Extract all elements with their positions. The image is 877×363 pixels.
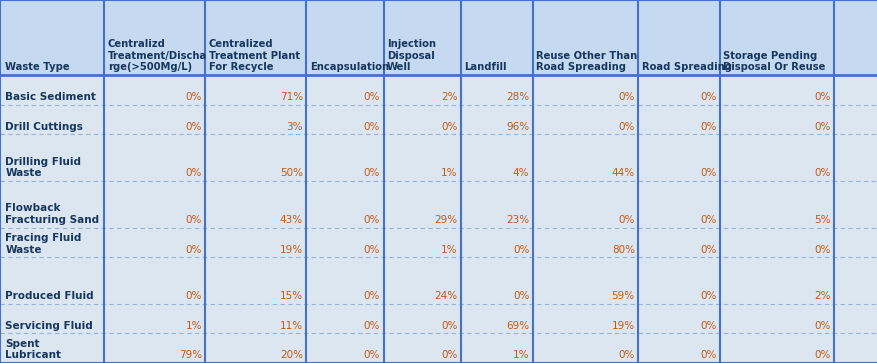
Text: 3%: 3% — [286, 122, 303, 132]
Text: 0%: 0% — [699, 168, 716, 178]
Text: 0%: 0% — [440, 122, 457, 132]
Text: 0%: 0% — [185, 122, 202, 132]
Text: 0%: 0% — [363, 245, 380, 254]
Text: 0%: 0% — [363, 215, 380, 225]
Text: 0%: 0% — [363, 122, 380, 132]
Text: 0%: 0% — [512, 245, 529, 254]
Text: 0%: 0% — [617, 215, 634, 225]
Text: 0%: 0% — [440, 321, 457, 331]
Bar — [0, 333, 877, 363]
Text: 1%: 1% — [185, 321, 202, 331]
Bar — [0, 134, 877, 181]
Bar — [0, 0, 877, 75]
Text: 0%: 0% — [699, 245, 716, 254]
Text: 0%: 0% — [185, 92, 202, 102]
Text: 43%: 43% — [280, 215, 303, 225]
Text: Encapsulation: Encapsulation — [310, 62, 389, 72]
Bar — [0, 75, 877, 105]
Text: 29%: 29% — [434, 215, 457, 225]
Text: 0%: 0% — [363, 350, 380, 360]
Text: 15%: 15% — [280, 291, 303, 301]
Text: Centralized
Treatment Plant
For Recycle: Centralized Treatment Plant For Recycle — [209, 39, 300, 72]
Text: 28%: 28% — [506, 92, 529, 102]
Text: 0%: 0% — [512, 291, 529, 301]
Text: 20%: 20% — [280, 350, 303, 360]
Text: 69%: 69% — [506, 321, 529, 331]
Text: 0%: 0% — [363, 291, 380, 301]
Text: 4%: 4% — [512, 168, 529, 178]
Text: 0%: 0% — [617, 92, 634, 102]
Text: Fracing Fluid
Waste: Fracing Fluid Waste — [5, 233, 82, 254]
Text: 1%: 1% — [440, 168, 457, 178]
Bar — [0, 257, 877, 304]
Text: 0%: 0% — [440, 350, 457, 360]
Text: 11%: 11% — [280, 321, 303, 331]
Text: Servicing Fluid: Servicing Fluid — [5, 321, 93, 331]
Text: 2%: 2% — [440, 92, 457, 102]
Text: Flowback
Fracturing Sand: Flowback Fracturing Sand — [5, 203, 99, 225]
Text: 0%: 0% — [363, 321, 380, 331]
Text: Spent
Lubricant: Spent Lubricant — [5, 339, 61, 360]
Text: Basic Sediment: Basic Sediment — [5, 92, 96, 102]
Text: 96%: 96% — [506, 122, 529, 132]
Text: 5%: 5% — [813, 215, 830, 225]
Text: 0%: 0% — [813, 245, 830, 254]
Text: 0%: 0% — [617, 122, 634, 132]
Text: 23%: 23% — [506, 215, 529, 225]
Text: 0%: 0% — [699, 321, 716, 331]
Text: 0%: 0% — [699, 291, 716, 301]
Text: 0%: 0% — [699, 215, 716, 225]
Bar — [0, 228, 877, 257]
Text: 0%: 0% — [699, 350, 716, 360]
Text: Waste Type: Waste Type — [5, 62, 70, 72]
Text: 1%: 1% — [440, 245, 457, 254]
Text: Road Spreading: Road Spreading — [641, 62, 731, 72]
Text: 80%: 80% — [611, 245, 634, 254]
Text: 1%: 1% — [512, 350, 529, 360]
Text: 0%: 0% — [699, 122, 716, 132]
Text: 0%: 0% — [813, 350, 830, 360]
Text: 0%: 0% — [185, 168, 202, 178]
Text: 0%: 0% — [813, 122, 830, 132]
Bar — [0, 105, 877, 134]
Text: Injection
Disposal
Well: Injection Disposal Well — [387, 39, 436, 72]
Text: 0%: 0% — [813, 321, 830, 331]
Text: Storage Pending
Disposal Or Reuse: Storage Pending Disposal Or Reuse — [723, 50, 825, 72]
Text: Centralizd
Treatment/Discha
rge(>500Mg/L): Centralizd Treatment/Discha rge(>500Mg/L… — [108, 39, 207, 72]
Text: 0%: 0% — [363, 168, 380, 178]
Text: Landfill: Landfill — [464, 62, 506, 72]
Text: 79%: 79% — [179, 350, 202, 360]
Text: 50%: 50% — [280, 168, 303, 178]
Text: 0%: 0% — [813, 92, 830, 102]
Text: 19%: 19% — [280, 245, 303, 254]
Text: 71%: 71% — [280, 92, 303, 102]
Text: Drill Cuttings: Drill Cuttings — [5, 122, 83, 132]
Bar — [0, 181, 877, 228]
Text: 0%: 0% — [185, 245, 202, 254]
Text: 0%: 0% — [363, 92, 380, 102]
Bar — [0, 304, 877, 333]
Text: 0%: 0% — [617, 350, 634, 360]
Text: 44%: 44% — [611, 168, 634, 178]
Text: 0%: 0% — [185, 291, 202, 301]
Text: Reuse Other Than
Road Spreading: Reuse Other Than Road Spreading — [536, 50, 637, 72]
Text: 0%: 0% — [813, 168, 830, 178]
Text: 59%: 59% — [611, 291, 634, 301]
Text: 0%: 0% — [699, 92, 716, 102]
Text: Produced Fluid: Produced Fluid — [5, 291, 94, 301]
Text: Drilling Fluid
Waste: Drilling Fluid Waste — [5, 157, 82, 178]
Text: 2%: 2% — [813, 291, 830, 301]
Text: 0%: 0% — [185, 215, 202, 225]
Text: 24%: 24% — [434, 291, 457, 301]
Text: 19%: 19% — [611, 321, 634, 331]
